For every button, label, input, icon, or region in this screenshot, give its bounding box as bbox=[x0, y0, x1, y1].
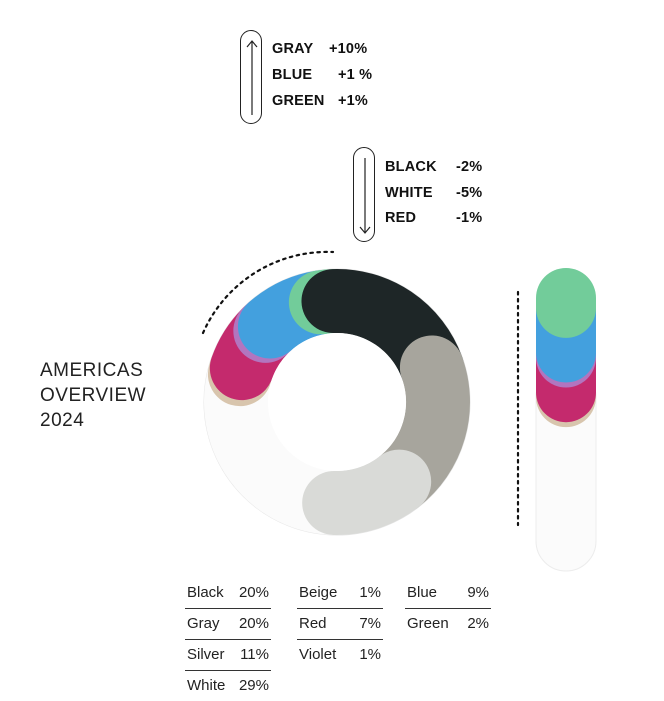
trend-down-value: -2% bbox=[456, 159, 483, 175]
trend-up-label: GREEN bbox=[272, 93, 325, 109]
legend-column: Black 20% Gray 20% Silver 11% White 29% bbox=[185, 578, 271, 701]
trend-down-group: BLACK -2% WHITE -5% RED -1% bbox=[353, 147, 513, 242]
donut-hole bbox=[268, 333, 406, 471]
trend-up-label: GRAY bbox=[272, 41, 314, 57]
trend-down-value: -5% bbox=[456, 185, 483, 201]
trend-up-label: BLUE bbox=[272, 67, 313, 83]
legend-item-black: Black 20% bbox=[185, 578, 271, 609]
legend-pct: 9% bbox=[467, 584, 489, 601]
legend-name: Beige bbox=[299, 584, 338, 601]
trend-up-capsule bbox=[240, 30, 262, 124]
trend-down-label: RED bbox=[385, 210, 417, 226]
trend-down-row: BLACK -2% bbox=[385, 159, 482, 175]
donut-segments bbox=[203, 268, 471, 536]
legend-item-red: Red 7% bbox=[297, 609, 383, 640]
legend-pct: 1% bbox=[359, 646, 381, 663]
legend-item-blue: Blue 9% bbox=[405, 578, 491, 609]
trend-up-row: GREEN +1% bbox=[272, 93, 368, 109]
legend-name: Black bbox=[187, 584, 224, 601]
trend-down-label: BLACK bbox=[385, 159, 437, 175]
trend-down-value: -1% bbox=[456, 210, 483, 226]
trend-down-label: WHITE bbox=[385, 185, 433, 201]
legend-item-violet: Violet 1% bbox=[297, 640, 383, 670]
legend-name: Blue bbox=[407, 584, 438, 601]
legend-item-beige: Beige 1% bbox=[297, 578, 383, 609]
trend-down-capsule bbox=[353, 147, 375, 242]
legend-name: Silver bbox=[187, 646, 225, 663]
legend-name: Violet bbox=[299, 646, 337, 663]
legend-name: White bbox=[187, 677, 226, 694]
trend-up-value: +1% bbox=[338, 93, 369, 109]
overview-title: AMERICAS OVERVIEW 2024 bbox=[40, 358, 146, 433]
legend-column: Blue 9% Green 2% bbox=[405, 578, 491, 639]
trend-up-group: GRAY +10% BLUE +1 % GREEN +1% bbox=[240, 30, 400, 124]
trend-up-value: +10% bbox=[329, 41, 368, 57]
overview-title-line: AMERICAS bbox=[40, 360, 144, 381]
legend-pct: 20% bbox=[238, 615, 269, 632]
trend-up-row: GRAY +10% bbox=[272, 41, 367, 57]
overview-title-line: OVERVIEW bbox=[40, 385, 147, 406]
donut-decorative-arc bbox=[201, 250, 335, 335]
legend-item-green: Green 2% bbox=[405, 609, 491, 639]
trend-up-row: BLUE +1 % bbox=[272, 67, 372, 83]
legend-pct: 11% bbox=[240, 646, 269, 663]
trend-down-row: RED -1% bbox=[385, 210, 482, 226]
legend-column: Beige 1% Red 7% Violet 1% bbox=[297, 578, 383, 670]
arrow-up-icon bbox=[246, 40, 258, 115]
trend-down-row: WHITE -5% bbox=[385, 185, 482, 201]
stacked-bar-segments bbox=[535, 268, 597, 572]
overview-title-line: 2024 bbox=[40, 410, 85, 431]
legend-item-gray: Gray 20% bbox=[185, 609, 271, 640]
legend-name: Gray bbox=[187, 615, 220, 632]
legend-pct: 2% bbox=[467, 615, 489, 632]
legend-pct: 20% bbox=[238, 584, 269, 601]
stack-segment-green bbox=[536, 268, 596, 338]
legend-item-white: White 29% bbox=[185, 671, 271, 701]
legend-name: Red bbox=[299, 615, 327, 632]
trend-up-value: +1 % bbox=[338, 67, 373, 83]
legend-pct: 7% bbox=[359, 615, 381, 632]
legend-pct: 29% bbox=[238, 677, 269, 694]
donut-segment-silver bbox=[302, 449, 432, 535]
legend-pct: 1% bbox=[359, 584, 381, 601]
arrow-down-icon bbox=[359, 158, 371, 234]
legend-name: Green bbox=[407, 615, 449, 632]
legend-item-silver: Silver 11% bbox=[185, 640, 271, 671]
